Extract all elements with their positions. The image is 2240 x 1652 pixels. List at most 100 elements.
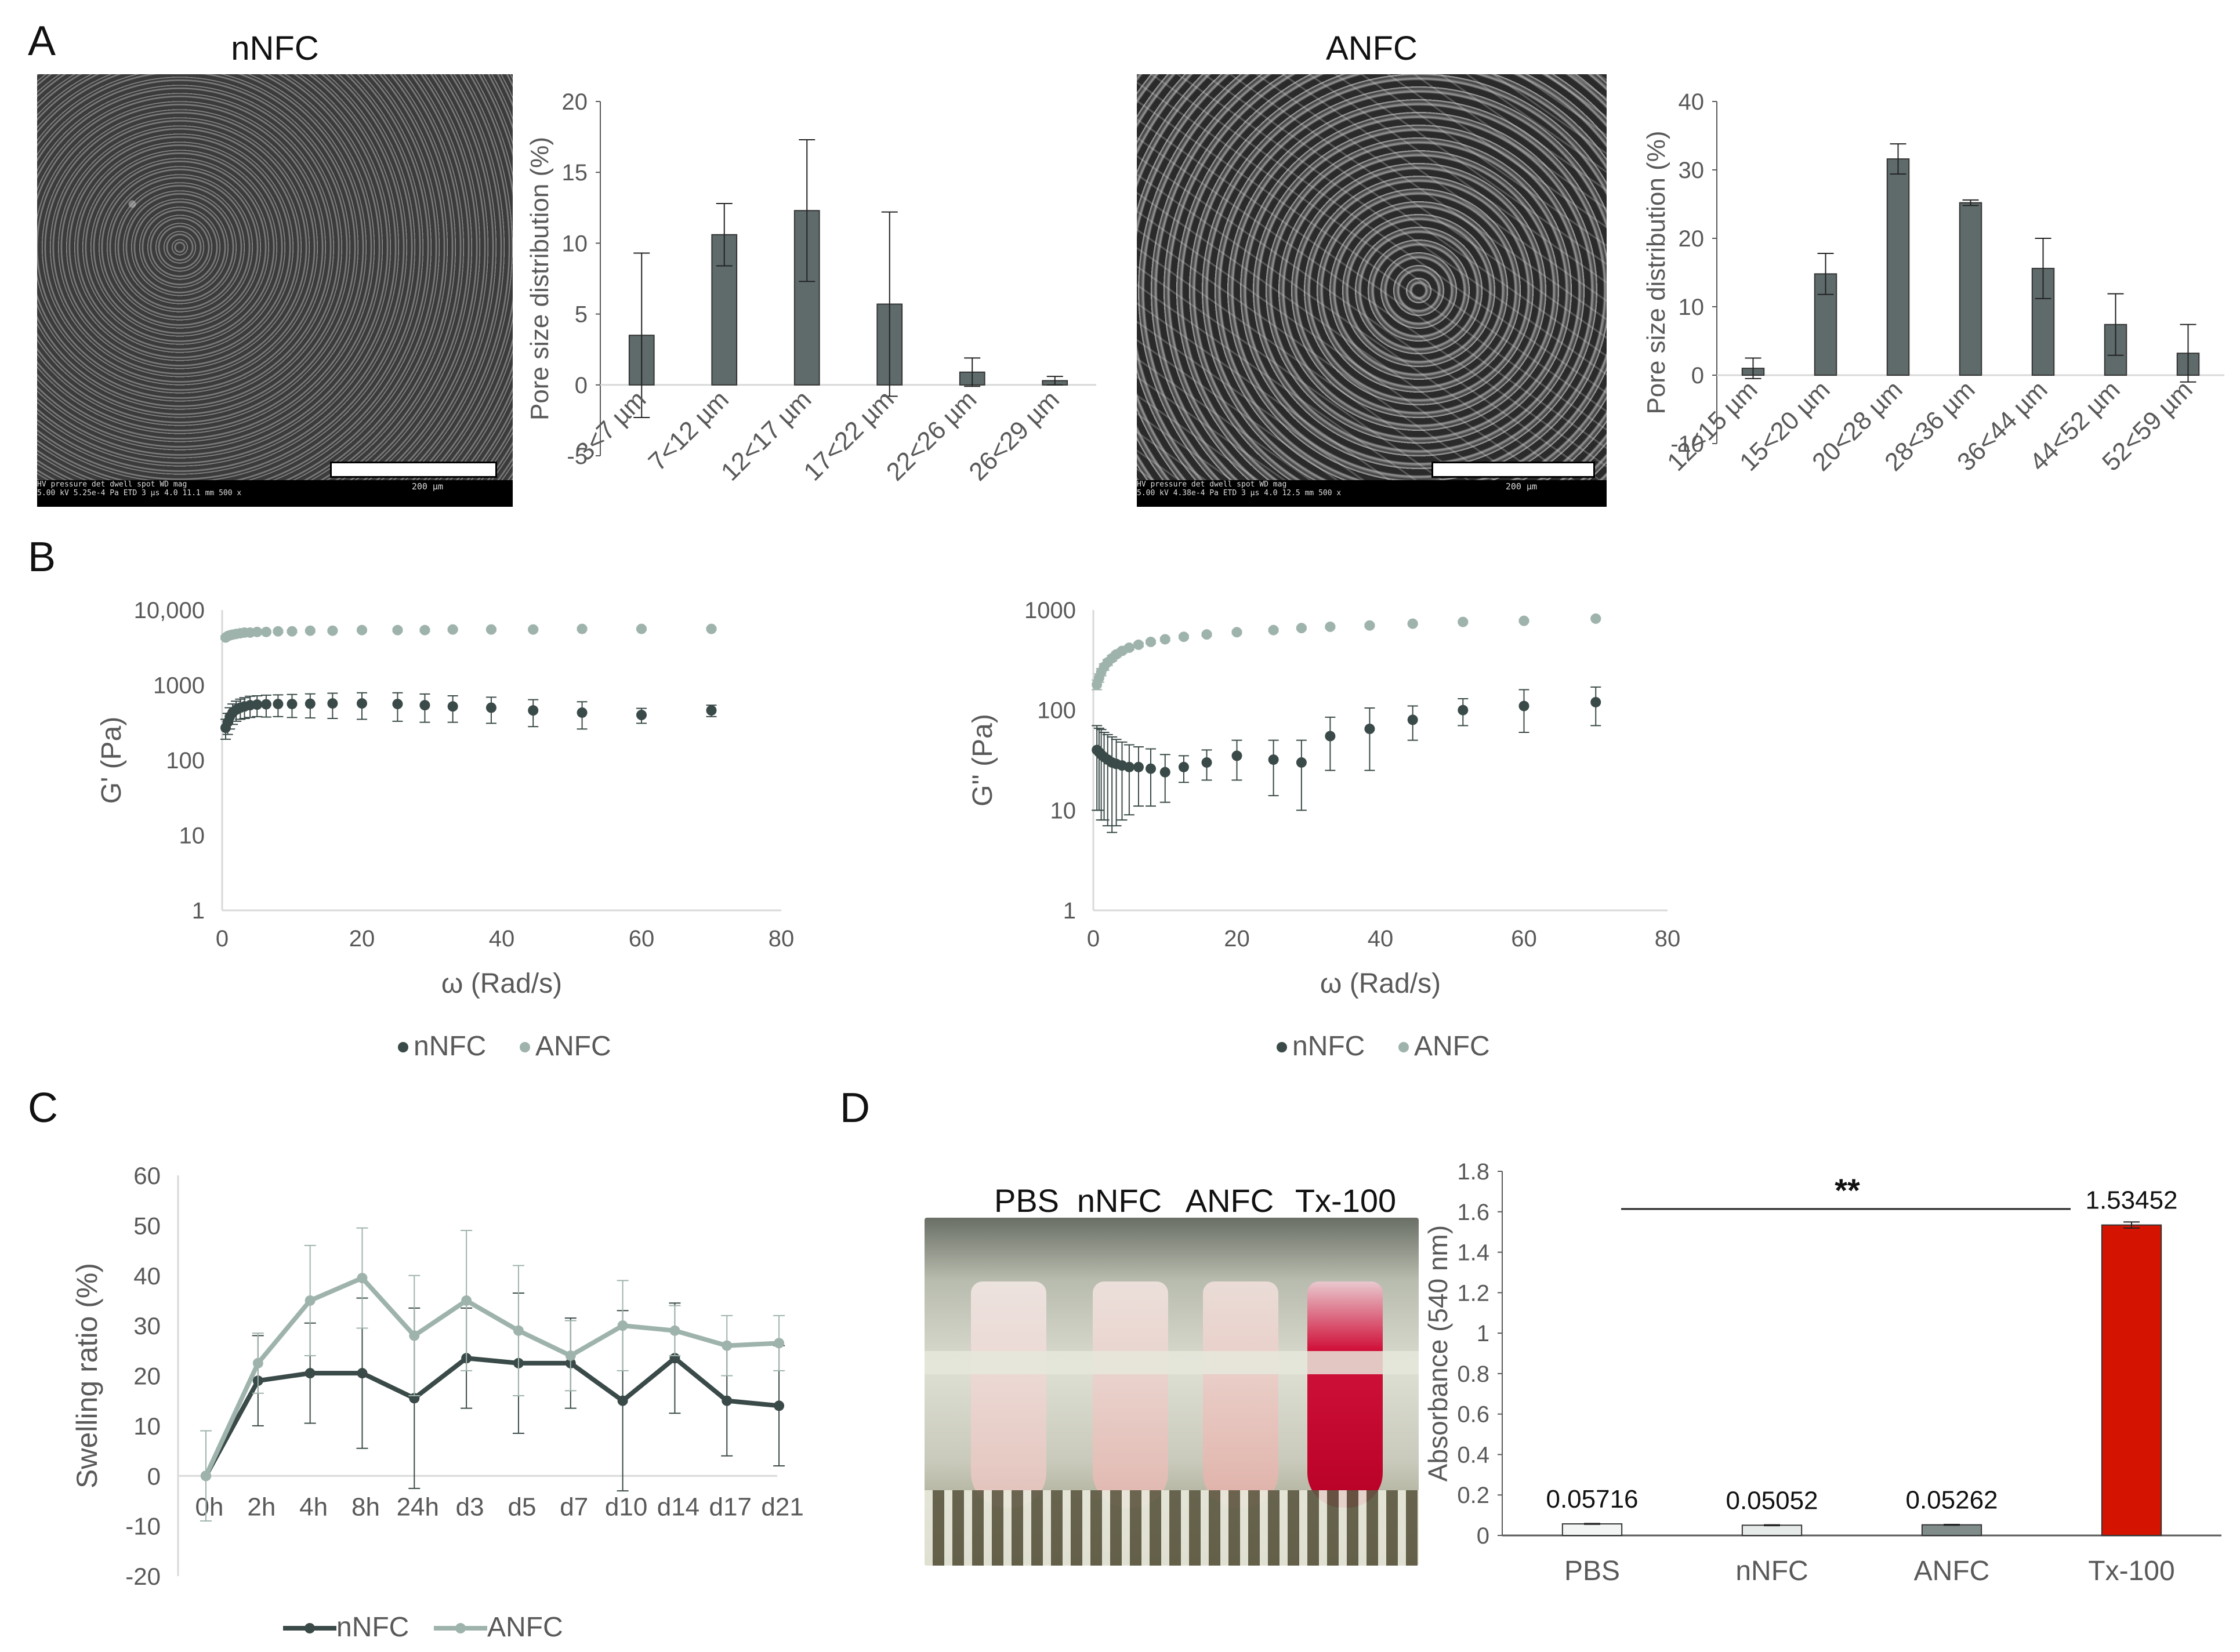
point-nNFC	[252, 699, 263, 710]
point-ANFC	[1296, 623, 1307, 634]
point-nNFC	[617, 1395, 628, 1406]
point-nNFC	[260, 699, 271, 710]
point-nNFC	[1364, 723, 1375, 734]
point-ANFC	[305, 1295, 316, 1306]
legend-marker	[305, 1623, 315, 1633]
legend-marker	[1398, 1042, 1409, 1052]
y-tick-label: 10	[1679, 295, 1705, 320]
sem-meta-line-1: HV pressure det dwell spot WD mag	[1137, 480, 1287, 489]
sem-scale-label: 200 µm	[1505, 481, 1537, 492]
legend-label: ANFC	[487, 1612, 563, 1643]
x-tick-label: d17	[709, 1493, 752, 1521]
y-axis-title: Pore size distribution (%)	[1642, 130, 1670, 414]
x-tick-label: 0	[216, 926, 229, 952]
x-tick-label: 22<26 µm	[881, 385, 983, 486]
tube-anfc	[1203, 1281, 1278, 1508]
point-nNFC	[447, 701, 458, 712]
panel-label-c: C	[28, 1085, 58, 1131]
y-tick-label: 20	[1679, 226, 1705, 252]
y-tick-label: 1.4	[1457, 1240, 1489, 1266]
point-nNFC	[305, 698, 316, 709]
sem-meta-line-2: 5.00 kV 4.38e-4 Pa ETD 3 µs 4.0 12.5 mm …	[1137, 489, 1342, 498]
x-tick-label: d7	[560, 1493, 588, 1521]
point-nNFC	[1590, 696, 1601, 707]
point-nNFC	[528, 705, 539, 716]
y-tick-label: 10,000	[134, 598, 205, 623]
point-nNFC	[636, 710, 647, 721]
point-nNFC	[1231, 750, 1242, 761]
legend-label: nNFC	[336, 1612, 409, 1643]
y-tick-label: 1.2	[1457, 1280, 1489, 1306]
legend-label: ANFC	[535, 1031, 611, 1062]
tube-label-3: Tx-100	[1295, 1182, 1396, 1219]
x-tick-label: 60	[1511, 926, 1537, 952]
sem-title-nnfc: nNFC	[231, 30, 318, 67]
significance-marker: **	[1835, 1172, 1860, 1208]
x-tick-label: 8h	[351, 1493, 380, 1521]
y-tick-label: 40	[1679, 89, 1705, 115]
legend-marker	[1277, 1042, 1287, 1052]
point-nNFC	[357, 698, 367, 709]
tube-tx100	[1307, 1281, 1383, 1508]
y-tick-label: 20	[133, 1363, 161, 1390]
point-nNFC	[327, 698, 338, 709]
point-nNFC	[1123, 761, 1135, 772]
point-ANFC	[577, 623, 588, 634]
x-tick-label: Tx-100	[2088, 1556, 2174, 1586]
hemolysis-tubes-photo	[925, 1218, 1419, 1566]
point-ANFC	[1590, 613, 1601, 624]
x-tick-label: 40	[489, 926, 515, 952]
point-ANFC	[305, 625, 316, 636]
point-ANFC	[392, 625, 403, 636]
point-nNFC	[357, 1368, 368, 1379]
point-ANFC	[1178, 631, 1189, 642]
point-nNFC	[1159, 767, 1170, 778]
y-tick-label: 0.4	[1457, 1442, 1489, 1468]
point-ANFC	[357, 625, 367, 636]
point-ANFC	[617, 1320, 628, 1331]
tube-rack	[925, 1351, 1419, 1374]
y-tick-label: 1000	[153, 673, 205, 699]
y-tick-label: 0	[1477, 1523, 1489, 1549]
x-tick-label: nNFC	[1735, 1556, 1808, 1586]
point-ANFC	[1268, 625, 1279, 636]
point-ANFC	[1364, 620, 1375, 631]
point-ANFC	[1159, 634, 1170, 645]
legend-label: nNFC	[1292, 1031, 1365, 1062]
y-tick-label: -20	[125, 1563, 161, 1590]
point-ANFC	[419, 625, 430, 636]
bar-1	[1741, 1524, 1803, 1536]
point-ANFC	[669, 1325, 680, 1336]
point-ANFC	[252, 1357, 263, 1368]
point-ANFC	[722, 1340, 733, 1351]
y-axis-title: Absorbance (540 nm)	[1423, 1225, 1453, 1482]
point-nNFC	[1325, 731, 1336, 742]
x-tick-label: d3	[456, 1493, 484, 1521]
point-ANFC	[327, 625, 338, 636]
point-nNFC	[287, 699, 298, 710]
y-tick-label: 0	[575, 373, 588, 398]
y-tick-label: 40	[133, 1262, 161, 1290]
x-tick-label: d5	[508, 1493, 536, 1521]
x-tick-label: 0h	[195, 1493, 224, 1521]
y-tick-label: 60	[133, 1162, 161, 1189]
panel-label-d: D	[840, 1085, 870, 1131]
x-axis-title: ω (Rad/s)	[1320, 968, 1441, 999]
y-tick-label: 10	[562, 231, 588, 256]
x-tick-label: 20	[349, 926, 375, 952]
point-nNFC	[1518, 700, 1529, 711]
legend-marker	[455, 1623, 466, 1633]
x-tick-label: 24h	[397, 1493, 439, 1521]
point-ANFC	[1201, 629, 1212, 640]
point-ANFC	[565, 1350, 576, 1361]
x-tick-label: 4h	[299, 1493, 328, 1521]
point-ANFC	[357, 1273, 368, 1284]
sem-info-bar: HV pressure det dwell spot WD mag 5.00 k…	[1137, 480, 1607, 507]
point-ANFC	[287, 626, 298, 637]
point-ANFC	[1133, 639, 1144, 650]
point-nNFC	[305, 1368, 316, 1379]
x-tick-label: 80	[769, 926, 795, 952]
point-ANFC	[201, 1471, 211, 1482]
point-ANFC	[409, 1330, 420, 1341]
